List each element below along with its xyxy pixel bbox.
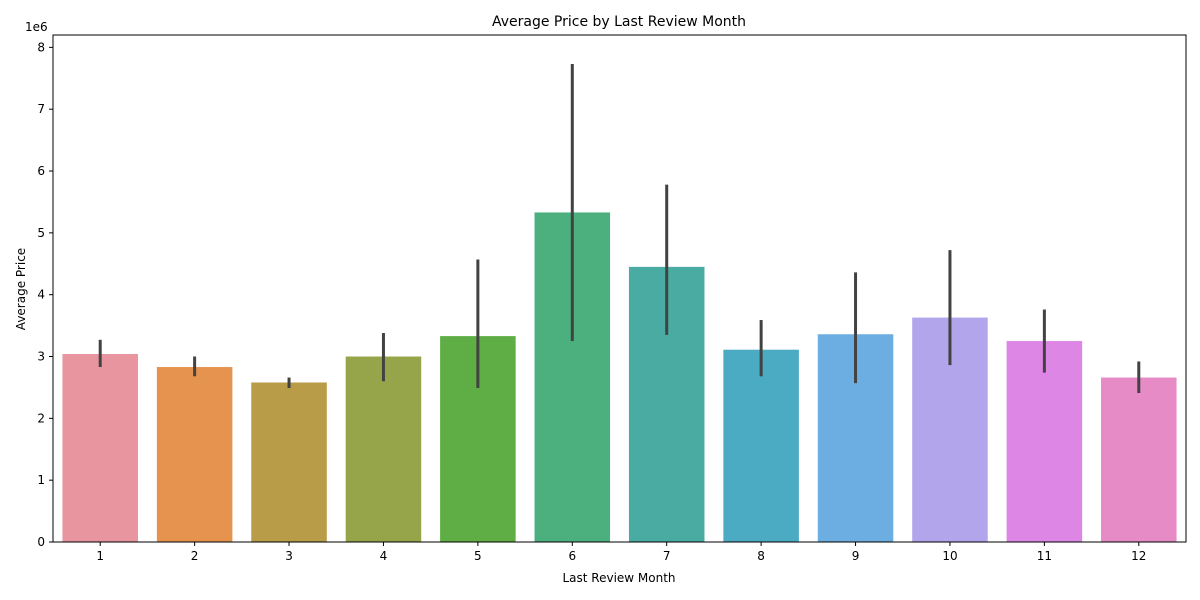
x-tick-label: 7 — [663, 549, 671, 563]
error-bars-layer — [98, 64, 1141, 393]
x-tick-label: 11 — [1037, 549, 1052, 563]
y-tick-label: 2 — [37, 411, 45, 425]
y-tick-label: 7 — [37, 102, 45, 116]
y-tick-label: 4 — [37, 288, 45, 302]
axes-frame — [52, 34, 1187, 543]
y-axis-label: Average Price — [14, 248, 28, 330]
y-tick-label: 3 — [37, 350, 45, 364]
x-tick-label: 6 — [568, 549, 576, 563]
x-tick-label: 1 — [96, 549, 104, 563]
y-tick-label: 5 — [37, 226, 45, 240]
x-axis-label: Last Review Month — [562, 571, 675, 585]
y-tick-label: 6 — [37, 164, 45, 178]
x-tick-label: 8 — [757, 549, 765, 563]
y-tick-label: 8 — [37, 40, 45, 54]
x-tick-label: 3 — [285, 549, 293, 563]
bars-layer — [62, 212, 1177, 542]
y-axis-scale-label: 1e6 — [25, 20, 48, 34]
y-tick-label: 0 — [37, 535, 45, 549]
x-tick-label: 10 — [942, 549, 957, 563]
bar-month-2 — [156, 367, 233, 542]
chart-title: Average Price by Last Review Month — [492, 14, 746, 30]
bar-month-4 — [345, 356, 422, 542]
x-tick-label: 12 — [1131, 549, 1146, 563]
bar-month-1 — [62, 354, 138, 542]
bar-month-12 — [1101, 377, 1177, 542]
y-tick-label: 1 — [37, 473, 45, 487]
y-axis-ticks: 0 1 2 3 4 5 6 7 8 — [37, 40, 53, 549]
bar-month-3 — [251, 382, 327, 542]
x-tick-label: 4 — [380, 549, 388, 563]
x-tick-label: 2 — [191, 549, 199, 563]
x-axis-ticks: 1 2 3 4 5 6 7 8 9 10 11 12 — [96, 542, 1146, 563]
bar-month-11 — [1006, 341, 1083, 542]
bar-month-8 — [723, 349, 799, 542]
x-tick-label: 5 — [474, 549, 482, 563]
x-tick-label: 9 — [852, 549, 860, 563]
